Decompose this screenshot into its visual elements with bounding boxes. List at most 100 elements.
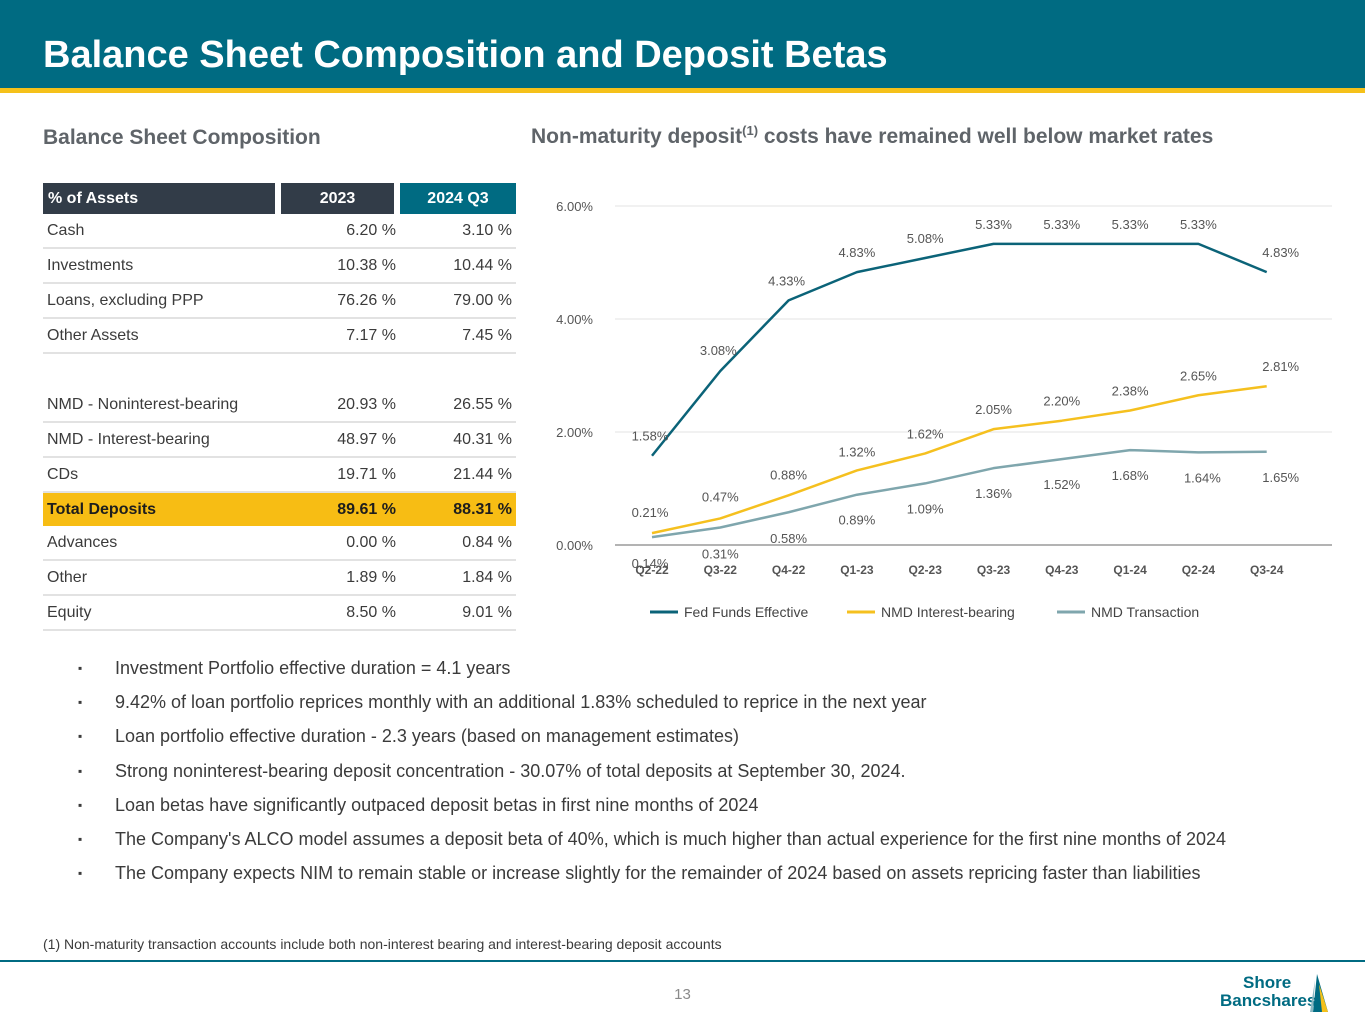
row-value-2024-q3: 1.84 %: [400, 561, 516, 596]
data-label: 2.38%: [1112, 384, 1149, 399]
data-label: 5.33%: [1180, 217, 1217, 232]
chart-title-footnote-ref: (1): [742, 123, 759, 138]
list-item: ▪ Loan betas have significantly outpaced …: [78, 792, 1226, 826]
data-label: 1.52%: [1043, 477, 1080, 492]
row-value-2024-q3: 40.31 %: [400, 423, 516, 458]
x-tick-label: Q3-22: [704, 563, 738, 577]
list-item: ▪ 9.42% of loan portfolio reprices monthl…: [78, 689, 1226, 723]
company-logo: Shore Bancshares: [1218, 970, 1333, 1016]
list-item: ▪ The Company's ALCO model assumes a depo…: [78, 826, 1226, 860]
header-2024-q3: 2024 Q3: [400, 183, 516, 214]
series-line-2: [651, 384, 1267, 535]
data-label: 1.58%: [632, 429, 669, 444]
data-label: 5.33%: [1112, 217, 1149, 232]
bullet-marker: ▪: [78, 831, 83, 846]
chart-title: Non-maturity deposit(1) costs have remai…: [531, 123, 1213, 149]
data-label: 1.68%: [1112, 468, 1149, 483]
row-value-2023: 48.97 %: [281, 423, 400, 458]
bullet-text: Strong noninterest-bearing deposit conce…: [115, 760, 906, 781]
row-value-2024-q3: 7.45 %: [400, 319, 516, 354]
bullet-text: 9.42% of loan portfolio reprices monthly…: [115, 692, 927, 713]
page-number: 13: [674, 986, 691, 1003]
row-value-2024-q3: 0.84 %: [400, 526, 516, 561]
list-item: ▪ Investment Portfolio effective duration…: [78, 655, 1226, 689]
row-label: Other Assets: [43, 319, 281, 354]
chart-title-main: Non-maturity deposit: [531, 125, 743, 148]
row-value-2023: 89.61 %: [281, 493, 400, 526]
bullet-marker: ▪: [78, 729, 83, 744]
x-tick-label: Q3-23: [977, 563, 1011, 577]
table-header-row: % of Assets 2023 2024 Q3: [43, 183, 516, 214]
x-tick-label: Q1-23: [840, 563, 874, 577]
bullet-marker: ▪: [78, 797, 83, 812]
row-label: Advances: [43, 526, 281, 561]
data-label: 2.20%: [1043, 394, 1080, 409]
y-tick-label: 0.00%: [556, 538, 593, 553]
header-label: % of Assets: [43, 183, 281, 214]
row-value-2023: 0.00 %: [281, 526, 400, 561]
data-label: 1.64%: [1184, 470, 1221, 485]
page-title: Balance Sheet Composition and Deposit Be…: [43, 34, 888, 76]
bullet-text: The Company's ALCO model assumes a depos…: [115, 828, 1227, 849]
data-label: 1.09%: [907, 501, 944, 516]
data-label: 0.58%: [770, 531, 807, 546]
row-value-2023: 20.93 %: [281, 388, 400, 423]
data-label: 1.65%: [1262, 470, 1299, 485]
legend-label: Fed Funds Effective: [684, 604, 808, 620]
row-value-2024-q3: 21.44 %: [400, 458, 516, 493]
row-label: Loans, excluding PPP: [43, 284, 281, 319]
bullet-marker: ▪: [78, 866, 83, 881]
x-tick-label: Q2-24: [1182, 563, 1216, 577]
row-value-2024-q3: 3.10 %: [400, 214, 516, 249]
x-tick-label: Q4-23: [1045, 563, 1079, 577]
series-line-3: [651, 448, 1267, 539]
row-value-2024-q3: 26.55 %: [400, 388, 516, 423]
row-value-2023: 10.38 %: [281, 249, 400, 284]
data-label: 0.31%: [702, 546, 739, 561]
table-row: CDs 19.71 % 21.44 %: [43, 458, 516, 493]
spacer-cell: [43, 354, 516, 388]
row-value-2023: 8.50 %: [281, 596, 400, 631]
data-label: 0.89%: [838, 513, 875, 528]
table-row: Investments 10.38 % 10.44 %: [43, 249, 516, 284]
row-label: Investments: [43, 249, 281, 284]
list-item: ▪ Loan portfolio effective duration - 2.3…: [78, 723, 1226, 757]
x-tick-label: Q4-22: [772, 563, 806, 577]
row-label: NMD - Noninterest-bearing: [43, 388, 281, 423]
table-row: Other 1.89 % 1.84 %: [43, 561, 516, 596]
data-label: 4.33%: [768, 273, 805, 288]
data-label: 5.08%: [907, 231, 944, 246]
logo-text-bancshares: Bancshares: [1220, 991, 1317, 1010]
balance-sheet-title: Balance Sheet Composition: [43, 126, 321, 149]
row-value-2023: 76.26 %: [281, 284, 400, 319]
row-label: NMD - Interest-bearing: [43, 423, 281, 458]
row-label: Other: [43, 561, 281, 596]
x-tick-label: Q2-23: [909, 563, 943, 577]
row-value-2024-q3: 10.44 %: [400, 249, 516, 284]
data-label: 3.08%: [700, 343, 737, 358]
bullet-text: Loan betas have significantly outpaced d…: [115, 794, 759, 815]
row-label: CDs: [43, 458, 281, 493]
total-deposits-row: Total Deposits 89.61 % 88.31 %: [43, 493, 516, 526]
y-tick-label: 4.00%: [556, 312, 593, 327]
row-value-2024-q3: 9.01 %: [400, 596, 516, 631]
data-label: 0.47%: [702, 489, 739, 504]
bullet-text: Loan portfolio effective duration - 2.3 …: [115, 726, 740, 747]
row-label: Total Deposits: [43, 493, 281, 526]
key-points-list: ▪ Investment Portfolio effective duration…: [78, 655, 1226, 894]
row-value-2023: 19.71 %: [281, 458, 400, 493]
row-value-2023: 6.20 %: [281, 214, 400, 249]
footer-rule: [0, 960, 1365, 962]
table-row: NMD - Noninterest-bearing 20.93 % 26.55 %: [43, 388, 516, 423]
deposit-cost-line-chart: 0.00% 2.00% 4.00% 6.00% Q2-22 Q3-22 Q4-22 Q1-23…: [556, 199, 1332, 620]
data-label: 0.21%: [632, 505, 669, 520]
data-label: 2.65%: [1180, 368, 1217, 383]
title-bar: [0, 0, 1365, 88]
row-label: Cash: [43, 214, 281, 249]
x-tick-label: Q3-24: [1250, 563, 1284, 577]
balance-sheet-table: % of Assets 2023 2024 Q3 Cash 6.20 % 3.10 …: [43, 183, 516, 631]
logo-text-shore: Shore: [1243, 973, 1292, 992]
y-tick-label: 6.00%: [556, 199, 593, 214]
data-label: 0.14%: [632, 556, 669, 571]
row-value-2023: 7.17 %: [281, 319, 400, 354]
